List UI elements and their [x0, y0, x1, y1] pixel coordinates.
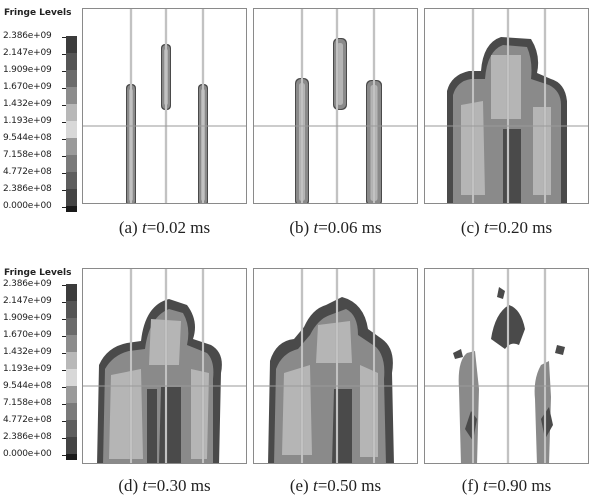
damage-zone-core — [109, 319, 209, 459]
legend-swatch — [66, 104, 77, 121]
caption-a: (a) t=0.02 ms — [118, 218, 211, 237]
legend-colorbar — [66, 284, 77, 460]
damage-zone-core — [282, 321, 378, 457]
legend-tick — [62, 190, 66, 191]
legend-label: 2.147e+09 — [3, 296, 52, 306]
legend-swatch — [66, 155, 77, 172]
legend-swatch — [66, 301, 77, 318]
legend-top: Fringe Levels 2.386e+09 2.147e+09 1.909e+0… — [0, 8, 80, 212]
legend-label: 2.386e+09 — [3, 279, 52, 289]
panel-f — [424, 268, 589, 464]
legend-label: 7.158e+08 — [3, 398, 52, 408]
damage-zone-core — [337, 43, 343, 105]
legend-tick — [62, 302, 66, 303]
legend-title: Fringe Levels — [4, 268, 72, 278]
legend-tick — [62, 54, 66, 55]
caption-f: (f) t=0.90 ms — [461, 476, 552, 495]
panel-drawing — [83, 9, 246, 203]
legend-label: 7.158e+08 — [3, 150, 52, 160]
legend-swatch — [66, 284, 77, 301]
panel-drawing — [254, 269, 417, 463]
legend-label: 2.147e+09 — [3, 48, 52, 58]
legend-tick — [62, 421, 66, 422]
legend-tick — [62, 455, 66, 456]
legend-tick — [62, 370, 66, 371]
legend-swatch — [66, 206, 77, 212]
legend-swatch — [66, 420, 77, 437]
legend-label: 1.909e+09 — [3, 313, 52, 323]
panel-drawing — [83, 269, 246, 463]
legend-swatch — [66, 70, 77, 87]
legend-label: 1.909e+09 — [3, 65, 52, 75]
damage-zone-core — [461, 55, 551, 195]
legend-tick — [62, 387, 66, 388]
panel-a — [82, 8, 247, 204]
legend-tick — [62, 37, 66, 38]
legend-tick — [62, 173, 66, 174]
legend-swatch — [66, 454, 77, 460]
panel-drawing — [254, 9, 417, 203]
legend-colorbar — [66, 36, 77, 212]
legend-swatch — [66, 138, 77, 155]
legend-swatch — [66, 189, 77, 206]
legend-label: 0.000e+00 — [3, 201, 52, 211]
legend-swatch — [66, 386, 77, 403]
legend-bottom: Fringe Levels 2.386e+09 2.147e+09 1.909e+0… — [0, 268, 80, 468]
legend-label: 1.193e+09 — [3, 364, 52, 374]
legend-tick — [62, 319, 66, 320]
legend-swatch — [66, 53, 77, 70]
legend-label: 1.670e+09 — [3, 330, 52, 340]
legend-tick — [62, 122, 66, 123]
panel-drawing — [425, 269, 588, 463]
legend-label: 2.386e+08 — [3, 432, 52, 442]
panel-b — [253, 8, 418, 204]
legend-swatch — [66, 172, 77, 189]
legend-label: 9.544e+08 — [3, 381, 52, 391]
legend-label: 2.386e+08 — [3, 184, 52, 194]
legend-tick — [62, 71, 66, 72]
legend-swatch — [66, 335, 77, 352]
damage-fragment — [453, 349, 463, 359]
legend-swatch — [66, 318, 77, 335]
legend-tick — [62, 207, 66, 208]
legend-tick — [62, 336, 66, 337]
legend-tick — [62, 156, 66, 157]
legend-label: 1.432e+09 — [3, 347, 52, 357]
damage-fragment — [555, 345, 565, 355]
damage-fragment — [497, 287, 505, 299]
legend-tick — [62, 88, 66, 89]
legend-swatch — [66, 369, 77, 386]
legend-swatch — [66, 121, 77, 138]
panel-drawing — [425, 9, 588, 203]
caption-c: (c) t=0.20 ms — [460, 218, 553, 237]
caption-b: (b) t=0.06 ms — [289, 218, 382, 237]
panel-d — [82, 268, 247, 464]
damage-zone — [458, 351, 479, 463]
legend-tick — [62, 404, 66, 405]
legend-label: 9.544e+08 — [3, 133, 52, 143]
panel-c — [424, 8, 589, 204]
legend-label: 1.432e+09 — [3, 99, 52, 109]
caption-e: (e) t=0.50 ms — [289, 476, 382, 495]
legend-title: Fringe Levels — [4, 8, 72, 18]
legend-swatch — [66, 352, 77, 369]
legend-swatch — [66, 36, 77, 53]
legend-swatch — [66, 403, 77, 420]
legend-label: 4.772e+08 — [3, 167, 52, 177]
legend-tick — [62, 105, 66, 106]
legend-label: 4.772e+08 — [3, 415, 52, 425]
legend-swatch — [66, 87, 77, 104]
legend-label: 2.386e+09 — [3, 31, 52, 41]
legend-label: 1.670e+09 — [3, 82, 52, 92]
legend-tick — [62, 285, 66, 286]
caption-d: (d) t=0.30 ms — [118, 476, 211, 495]
panel-e — [253, 268, 418, 464]
legend-label: 0.000e+00 — [3, 449, 52, 459]
legend-swatch — [66, 437, 77, 454]
legend-label: 1.193e+09 — [3, 116, 52, 126]
damage-zone-outline — [147, 389, 157, 463]
legend-tick — [62, 353, 66, 354]
legend-tick — [62, 139, 66, 140]
legend-tick — [62, 438, 66, 439]
